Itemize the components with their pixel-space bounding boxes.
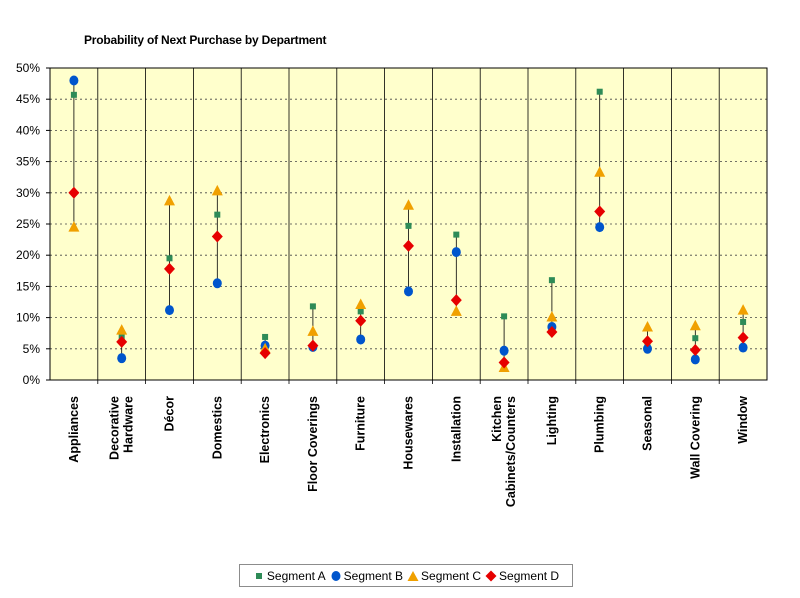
y-tick-label: 10% bbox=[16, 311, 40, 325]
legend: Segment A Segment B Segment C Segment D bbox=[239, 564, 573, 587]
data-point-segment-a bbox=[405, 222, 412, 229]
data-point-segment-b bbox=[690, 354, 700, 365]
category-label: Kitchen bbox=[490, 396, 504, 442]
data-point-segment-d bbox=[737, 331, 749, 344]
data-point-segment-d bbox=[211, 230, 223, 243]
data-point-segment-c bbox=[546, 310, 558, 322]
category-label: Cabinets/Counters bbox=[504, 396, 518, 507]
data-point-segment-d bbox=[689, 344, 701, 357]
data-point-segment-d bbox=[355, 314, 367, 327]
data-point-segment-b bbox=[165, 305, 174, 316]
data-point-segment-b bbox=[356, 334, 366, 345]
triangle-marker-icon bbox=[407, 570, 419, 581]
data-point-segment-c bbox=[403, 199, 414, 210]
data-point-segment-b bbox=[738, 342, 748, 353]
category-label: Electronics bbox=[258, 396, 272, 463]
y-tick-label: 50% bbox=[16, 61, 40, 75]
data-point-segment-c bbox=[164, 194, 175, 206]
data-point-segment-d bbox=[450, 294, 462, 307]
category-label: Wall Covering bbox=[688, 396, 702, 479]
plot-border bbox=[49, 67, 768, 381]
data-point-segment-c bbox=[307, 325, 319, 336]
data-point-segment-d bbox=[594, 205, 606, 218]
y-tick-label: 0% bbox=[23, 373, 41, 387]
category-label: Housewares bbox=[402, 396, 416, 470]
category-label: Hardware bbox=[122, 396, 136, 453]
category-label: Plumbing bbox=[593, 396, 607, 453]
data-point-segment-b bbox=[212, 278, 222, 289]
data-point-segment-c bbox=[594, 166, 606, 177]
category-label: Furniture bbox=[354, 396, 368, 451]
data-point-segment-d bbox=[403, 239, 414, 252]
category-label: Décor bbox=[163, 396, 177, 432]
data-point-segment-a bbox=[453, 231, 460, 238]
data-point-segment-d bbox=[68, 186, 80, 199]
y-tick-label: 40% bbox=[16, 123, 40, 137]
chart-title: Probability of Next Purchase by Departme… bbox=[84, 33, 327, 47]
category-label: Decorative bbox=[108, 396, 122, 460]
data-point-segment-d bbox=[307, 339, 319, 352]
data-point-segment-c bbox=[642, 320, 653, 332]
legend-label: Segment A bbox=[266, 568, 326, 583]
y-tick-label: 30% bbox=[16, 186, 40, 200]
category-label: Appliances bbox=[67, 396, 81, 463]
data-point-segment-b bbox=[499, 345, 509, 356]
data-point-segment-a bbox=[357, 308, 364, 315]
data-point-segment-a bbox=[70, 91, 77, 98]
data-point-segment-a bbox=[309, 303, 316, 310]
data-point-segment-b bbox=[451, 247, 461, 258]
data-point-segment-c bbox=[355, 298, 367, 309]
data-point-segment-a bbox=[692, 335, 699, 342]
legend-item-segment-a: Segment A bbox=[253, 569, 326, 583]
data-point-segment-a bbox=[262, 333, 269, 340]
data-point-segment-d bbox=[498, 356, 510, 369]
y-tick-label: 35% bbox=[16, 155, 40, 169]
diamond-marker-icon bbox=[485, 570, 497, 581]
data-point-segment-b bbox=[117, 353, 127, 364]
y-tick-label: 15% bbox=[16, 279, 40, 293]
y-tick-label: 45% bbox=[16, 92, 40, 106]
data-point-segment-b bbox=[595, 222, 605, 233]
data-point-segment-a bbox=[501, 313, 508, 320]
legend-item-segment-c: Segment C bbox=[407, 569, 481, 583]
data-point-segment-d bbox=[116, 335, 128, 348]
data-point-segment-c bbox=[211, 184, 223, 196]
data-point-segment-a bbox=[740, 318, 747, 325]
data-point-segment-b bbox=[404, 286, 413, 297]
data-point-segment-c bbox=[450, 305, 462, 316]
category-label: Domestics bbox=[210, 396, 224, 459]
data-point-segment-d bbox=[642, 335, 653, 348]
data-point-segment-b bbox=[643, 343, 652, 354]
square-marker-icon bbox=[255, 572, 262, 579]
legend-item-segment-d: Segment D bbox=[485, 569, 559, 583]
data-point-segment-c bbox=[68, 221, 80, 232]
category-label: Window bbox=[736, 396, 750, 444]
data-point-segment-c bbox=[116, 324, 128, 335]
legend-item-segment-b: Segment B bbox=[330, 569, 403, 583]
category-label: Lighting bbox=[545, 396, 559, 445]
category-label: Installation bbox=[449, 396, 463, 462]
data-point-segment-a bbox=[166, 255, 173, 262]
y-tick-label: 20% bbox=[16, 248, 40, 262]
legend-label: Segment B bbox=[343, 568, 404, 583]
category-label: Floor Coverings bbox=[306, 396, 320, 492]
data-point-segment-d bbox=[164, 262, 175, 275]
data-point-segment-c bbox=[737, 304, 749, 315]
data-point-segment-a bbox=[596, 88, 603, 95]
y-tick-label: 5% bbox=[23, 342, 41, 356]
y-tick-label: 25% bbox=[16, 217, 40, 231]
data-point-segment-c bbox=[689, 319, 701, 331]
category-label: Seasonal bbox=[641, 396, 655, 451]
legend-label: Segment D bbox=[499, 568, 560, 583]
circle-marker-icon bbox=[331, 570, 341, 581]
data-point-segment-b bbox=[69, 75, 79, 86]
data-point-segment-d bbox=[546, 325, 558, 338]
data-point-segment-a bbox=[214, 211, 221, 218]
data-point-segment-a bbox=[548, 277, 555, 284]
legend-label: Segment C bbox=[421, 568, 482, 583]
data-point-segment-d bbox=[259, 347, 271, 360]
